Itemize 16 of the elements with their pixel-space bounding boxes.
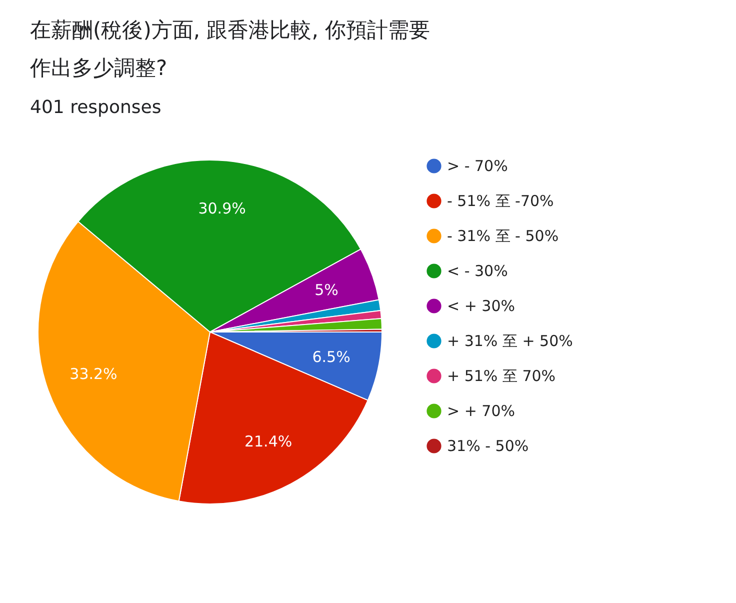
data-label: 30.9% [198,200,246,218]
chart-subtitle: 401 responses [30,97,162,118]
legend-label: < + 30% [447,297,516,315]
legend-label: 31% - 50% [447,437,529,455]
legend-label: + 51% 至 70% [447,367,556,385]
data-label: 21.4% [244,432,292,450]
legend-label: + 31% 至 + 50% [447,332,573,350]
legend-label: - 31% 至 - 50% [447,227,559,245]
chart-title: 在薪酬(稅後)方面, 跟香港比較, 你預計需要作出多少調整? [29,18,430,80]
legend-label: > + 70% [447,402,516,420]
legend-label: < - 30% [447,262,508,280]
data-label: 33.2% [70,364,118,383]
legend-label: - 51% 至 -70% [447,192,554,210]
data-label: 5% [314,281,338,300]
data-label: 6.5% [312,348,350,366]
legend-label: > - 70% [447,157,508,175]
